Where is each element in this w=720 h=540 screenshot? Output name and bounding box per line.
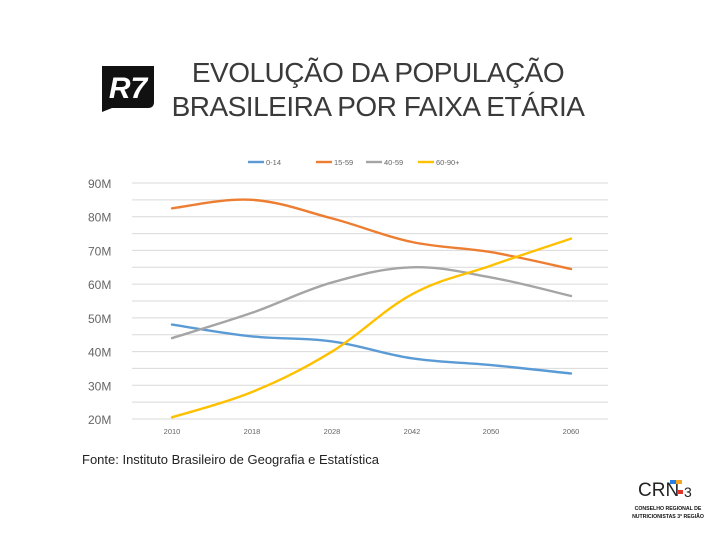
- legend-label-40-59: 40-59: [384, 158, 403, 167]
- source-caption: Fonte: Instituto Brasileiro de Geografia…: [82, 452, 379, 467]
- chart-x-tick-labels: 2010 2018 2028 2042 2050 2060: [164, 427, 580, 436]
- crn-logo-accent-blue: [670, 480, 676, 484]
- crn-logo-letters: CRN: [638, 480, 679, 501]
- y-tick-label: 60M: [88, 278, 111, 292]
- title-line-1: EVOLUÇÃO DA POPULAÇÃO: [191, 57, 565, 88]
- crn-logo-number: 3: [684, 484, 692, 500]
- legend-label-0-14: 0-14: [266, 158, 281, 167]
- crn3-logo: CRN 3 CONSELHO REGIONAL DE NUTRICIONISTA…: [632, 480, 704, 520]
- legend-label-15-59: 15-59: [334, 158, 353, 167]
- page-title: EVOLUÇÃO DA POPULAÇÃO BRASILEIRA POR FAI…: [168, 56, 588, 124]
- y-tick-label: 70M: [88, 244, 111, 258]
- x-tick-label: 2010: [164, 427, 181, 436]
- chart-legend: 0-14 15-59 40-59 60-90+: [248, 158, 460, 167]
- x-tick-label: 2018: [244, 427, 261, 436]
- series-line-15-59: [170, 198, 573, 271]
- series-line-60-90+: [170, 237, 573, 419]
- crn-logo-line-1: CONSELHO REGIONAL DE: [635, 506, 702, 512]
- title-line-2: BRASILEIRA POR FAIXA ETÁRIA: [171, 91, 585, 122]
- legend-label-60-90+: 60-90+: [436, 158, 460, 167]
- r7-logo-text: R7: [109, 72, 149, 105]
- series-line-40-59: [170, 266, 573, 340]
- y-tick-label: 30M: [88, 379, 111, 393]
- x-tick-label: 2042: [404, 427, 421, 436]
- y-tick-label: 40M: [88, 346, 111, 360]
- crn-logo-accent-orange: [676, 480, 682, 484]
- chart-gridlines: [132, 182, 608, 420]
- y-tick-label: 20M: [88, 413, 111, 427]
- r7-logo: R7: [102, 66, 154, 112]
- crn-logo-line-2: NUTRICIONISTAS 3ª REGIÃO: [632, 513, 704, 520]
- series-line-0-14: [170, 323, 573, 375]
- chart-y-tick-labels: 20M 30M 40M 50M 60M 70M 80M 90M: [88, 177, 111, 427]
- y-tick-label: 90M: [88, 177, 111, 191]
- x-tick-label: 2050: [483, 427, 500, 436]
- crn-logo-accent-red: [678, 490, 683, 494]
- x-tick-label: 2028: [324, 427, 341, 436]
- y-tick-label: 80M: [88, 211, 111, 225]
- chart-series: [170, 198, 573, 419]
- x-tick-label: 2060: [563, 427, 580, 436]
- y-tick-label: 50M: [88, 312, 111, 326]
